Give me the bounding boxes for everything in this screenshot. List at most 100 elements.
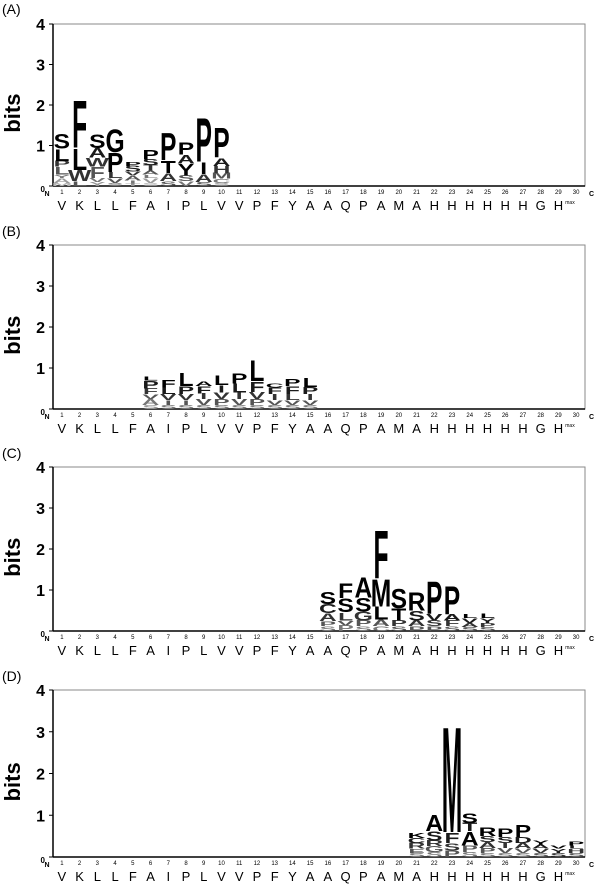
logo-letter: S [426, 851, 442, 859]
sequence-residue: L [111, 643, 118, 658]
logo-letter: A [461, 622, 479, 628]
plot-frame [52, 244, 586, 410]
sequence-residue: H [483, 421, 492, 436]
position-label: 7 [167, 861, 171, 867]
logo-letter: C [408, 837, 426, 845]
logo-letter: S [302, 404, 319, 410]
sequence-residue: A [412, 198, 421, 213]
logo-letter: L [143, 174, 158, 179]
logo-letter: S [391, 583, 407, 615]
position-label: 5 [131, 861, 135, 867]
logo-letter: V [266, 399, 282, 407]
position-label: 23 [449, 190, 456, 196]
sequence-residue: I [166, 869, 170, 884]
logo-letter: I [236, 391, 243, 401]
logo-letter: S [178, 174, 194, 183]
logo-letter: S [284, 404, 301, 410]
c-terminus-label: C [589, 636, 594, 643]
logo-letter: P [142, 379, 159, 391]
logo-letter: R [408, 841, 426, 850]
sequence-residue: A [146, 421, 155, 436]
sequence-residue: H [518, 643, 527, 658]
sequence-residue: H [430, 869, 439, 884]
y-axis-label: bits [0, 762, 25, 801]
logo-letter: P [337, 624, 353, 633]
sequence-residue: H [465, 643, 474, 658]
y-axis-label: bits [0, 316, 25, 355]
logo-letter: A [372, 618, 390, 628]
logo-letter: P [497, 827, 514, 840]
sequence-residue: A [306, 421, 315, 436]
position-label: 30 [573, 413, 580, 419]
logo-letter: Y [532, 839, 549, 845]
logo-letter: S [479, 852, 496, 858]
position-label: 26 [502, 861, 509, 867]
logo-letter: S [320, 589, 336, 608]
logo-letter: L [569, 844, 584, 849]
position-label: 8 [184, 413, 188, 419]
logo-letter: P [515, 821, 531, 841]
logo-letter: S [515, 852, 532, 858]
sequence-residue: H [554, 869, 563, 884]
logo-letter: T [462, 821, 477, 834]
sequence-residue: A [324, 869, 333, 884]
position-label: 3 [96, 413, 100, 419]
sequence-residue: H [447, 198, 456, 213]
sequence-residue: H [447, 643, 456, 658]
sequence-residue: L [200, 198, 207, 213]
position-label: 9 [202, 635, 206, 641]
logo-letter: V [125, 170, 142, 176]
logo-letter: L [374, 603, 389, 624]
position-label: 7 [167, 413, 171, 419]
logo-letter: I [200, 392, 207, 401]
position-label: 21 [413, 861, 420, 867]
position-label: 29 [555, 413, 562, 419]
sequence-residue: P [359, 421, 368, 436]
position-label: 11 [236, 635, 243, 641]
logo-letter: V [302, 399, 318, 407]
position-label: 12 [254, 861, 261, 867]
logo-letter: F [196, 384, 211, 395]
logo-letter: L [72, 180, 87, 187]
sequence-residue: H [501, 869, 510, 884]
logo-letter: S [337, 595, 353, 617]
panel-label: (D) [2, 668, 21, 684]
sequence-residue: P [253, 421, 262, 436]
sequence-residue: A [377, 198, 386, 213]
logo-letter: L [249, 354, 264, 388]
logo-letter: I [165, 399, 172, 407]
logo-letter: P [408, 625, 424, 633]
sequence-residue: Y [288, 643, 297, 658]
logo-letter: W [86, 156, 110, 170]
logo-letter: C [319, 602, 337, 616]
c-terminus-label: C [589, 862, 594, 869]
logo-letter: L [232, 382, 247, 396]
position-label: 17 [342, 861, 349, 867]
logo-letter: S [355, 594, 371, 616]
logo-letter: S [54, 129, 70, 153]
logo-letter: V [160, 393, 177, 402]
position-label: 15 [307, 413, 314, 419]
position-label: 17 [342, 413, 349, 419]
sequence-residue: H [518, 869, 527, 884]
position-label: 20 [395, 190, 402, 196]
position-label: 27 [520, 861, 527, 867]
logo-letter: A [142, 397, 160, 406]
panel-label: (A) [2, 1, 21, 17]
logo-letter: V [337, 619, 353, 627]
logo-letter: M [371, 572, 392, 615]
logo-letter: V [142, 177, 158, 184]
logo-letter: P [302, 385, 318, 396]
logo-letter: L [178, 369, 193, 390]
position-label: 19 [378, 413, 385, 419]
logo-letter: P [355, 619, 371, 628]
position-label: 1 [60, 861, 64, 867]
logo-letter: V [249, 390, 266, 401]
position-label: 29 [555, 635, 562, 641]
logo-letter: P [231, 371, 247, 387]
logo-letter: V [532, 848, 549, 854]
sequence-residue: V [235, 198, 244, 213]
logo-letter: L [54, 165, 69, 177]
y-tick-label: 3 [36, 279, 45, 296]
